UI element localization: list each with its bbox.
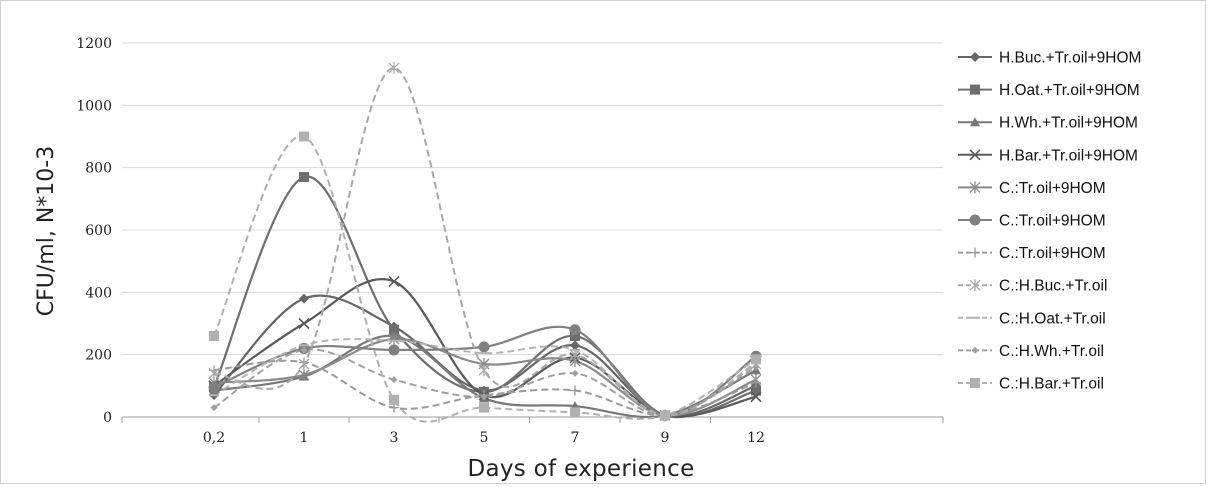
legend-label: C.:Tr.oil+9HOM [999,213,1106,230]
data-point [299,172,309,183]
legend-label: C.:H.Wh.+Tr.oil [999,343,1104,360]
x-tick-label: 9 [661,430,670,446]
data-point [752,363,760,371]
data-point [388,333,400,346]
x-tick-labels: 0,2 1 3 5 7 9 12 [203,430,765,446]
axes [121,416,944,423]
data-point [570,340,580,351]
legend: H.Buc.+Tr.oil+9HOM H.Oat.+Tr.oil+9HOM H.Wh… [958,50,1141,393]
data-point [751,377,761,388]
y-tick-label: 800 [85,161,112,177]
series-markers [208,61,762,422]
data-point [570,330,580,341]
legend-swatch-marker [970,247,980,258]
legend-swatch-marker [970,52,980,62]
data-point [569,324,581,336]
y-tick-label: 0 [103,410,112,426]
x-tick-label: 12 [747,430,765,446]
data-point [389,394,399,405]
data-point [208,381,220,393]
data-point [298,358,310,371]
y-axis-label: CFU/ml, N*10-3 [34,146,59,316]
data-point [390,376,398,384]
legend-swatch-marker [970,84,980,95]
y-tick-label: 1000 [76,98,112,114]
legend-swatch-marker [970,117,980,127]
legend-swatch-marker [969,181,981,194]
y-tick-label: 1200 [76,36,112,52]
legend-item: C.:Tr.oil+9HOM [958,180,1106,197]
legend-label: H.Buc.+Tr.oil+9HOM [999,50,1141,67]
legend-item: H.Wh.+Tr.oil+9HOM [958,115,1138,132]
data-point [299,131,309,142]
data-point [298,368,310,381]
legend-label: C.:H.Buc.+Tr.oil [999,278,1107,295]
data-point [751,385,761,396]
legend-item: C.:Tr.oil+9HOM [958,213,1106,230]
legend-item: C.:H.Buc.+Tr.oil [958,278,1107,295]
legend-swatch-marker [969,214,981,226]
series-line [213,66,757,417]
legend-swatch-marker [970,378,980,388]
data-point [300,346,308,354]
y-tick-label: 600 [85,223,112,239]
data-point [388,344,400,356]
data-point [751,354,761,365]
data-point [209,330,219,341]
legend-label: C.:Tr.oil+9HOM [999,180,1106,197]
data-point [210,404,218,412]
x-tick-label: 1 [300,430,309,446]
data-point [208,367,220,380]
data-point [571,369,579,377]
data-point [299,293,309,304]
legend-item: C.:H.Oat.+Tr.oil [958,310,1106,327]
gridlines [122,42,943,356]
data-point [480,393,488,401]
data-point [478,364,490,377]
legend-item: H.Bar.+Tr.oil+9HOM [958,147,1138,164]
legend-label: C.:Tr.oil+9HOM [999,245,1106,262]
x-tick-label: 7 [571,430,580,446]
data-point [570,385,580,396]
data-point [389,324,399,335]
data-point [570,407,580,418]
legend-item: C.:H.Bar.+Tr.oil [958,376,1104,393]
legend-item: H.Oat.+Tr.oil+9HOM [958,82,1140,99]
x-tick-label: 0,2 [203,430,225,446]
y-tick-label: 400 [85,285,112,301]
data-point [479,402,489,413]
legend-label: C.:H.Oat.+Tr.oil [999,310,1106,327]
legend-label: H.Wh.+Tr.oil+9HOM [999,115,1138,132]
series-line [212,175,757,419]
legend-swatch-marker [969,149,981,161]
legend-swatch-marker [971,346,979,354]
y-tick-labels: 0 200 400 600 800 1000 1200 [76,36,112,426]
legend-label: H.Bar.+Tr.oil+9HOM [999,147,1138,164]
data-point [750,391,762,403]
data-point [298,317,310,330]
legend-item: H.Buc.+Tr.oil+9HOM [958,50,1141,67]
x-tick-label: 5 [480,430,489,446]
data-point [388,275,400,287]
x-tick-label: 3 [390,430,399,446]
legend-label: H.Oat.+Tr.oil+9HOM [999,82,1140,99]
legend-item: C.:Tr.oil+9HOM [958,245,1106,262]
legend-item: C.:H.Wh.+Tr.oil [958,343,1104,360]
y-tick-label: 200 [85,348,112,364]
series-line [213,135,757,423]
x-axis-label: Days of experience [467,456,694,482]
data-point [660,410,670,421]
data-point [388,61,400,74]
legend-swatch-marker [969,279,981,292]
legend-label: C.:H.Bar.+Tr.oil [999,376,1104,393]
data-point [478,341,490,353]
